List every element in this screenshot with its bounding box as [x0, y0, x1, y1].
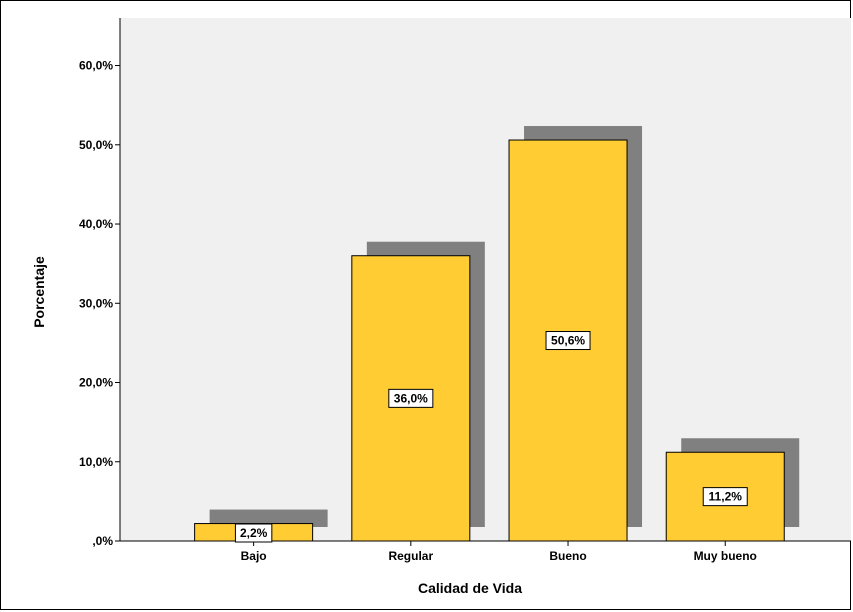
- data-label-box: [702, 487, 748, 507]
- data-label-text: 50,6%: [551, 334, 585, 348]
- x-tick-label: Bajo: [241, 549, 267, 563]
- x-tick-label: Bueno: [549, 549, 586, 563]
- data-label: 11,2%: [702, 487, 748, 507]
- data-label: 2,2%: [234, 523, 273, 543]
- data-label: 50,6%: [545, 331, 591, 351]
- data-label-text: 11,2%: [709, 490, 743, 504]
- data-label-text: 2,2%: [240, 526, 268, 540]
- y-axis-title: Porcentaje: [31, 256, 47, 328]
- y-tick-label: ,0%: [92, 534, 113, 548]
- bar-shadow: [209, 509, 328, 527]
- data-label: 36,0%: [388, 388, 434, 408]
- y-tick-label: 30,0%: [79, 296, 113, 310]
- x-tick-label: Muy bueno: [694, 549, 757, 563]
- data-label-box: [234, 523, 273, 543]
- y-ticks: ,0% 10,0% 20,0% 30,0% 40,0% 50,0% 60,0%: [79, 59, 120, 548]
- data-label-box: [388, 388, 434, 408]
- y-tick-label: 40,0%: [79, 217, 113, 231]
- y-tick-label: 20,0%: [79, 376, 113, 390]
- data-labels: 2,2% 36,0% 50,6% 11,2%: [234, 331, 748, 543]
- x-ticks: Bajo Regular Bueno Muy bueno: [241, 541, 757, 563]
- y-tick-label: 60,0%: [79, 59, 113, 73]
- x-tick-label: Regular: [388, 549, 433, 563]
- data-label-box: [545, 331, 591, 351]
- y-tick-label: 10,0%: [79, 455, 113, 469]
- x-axis-title: Calidad de Vida: [418, 580, 522, 596]
- data-label-text: 36,0%: [394, 391, 428, 405]
- y-tick-label: 50,0%: [79, 138, 113, 152]
